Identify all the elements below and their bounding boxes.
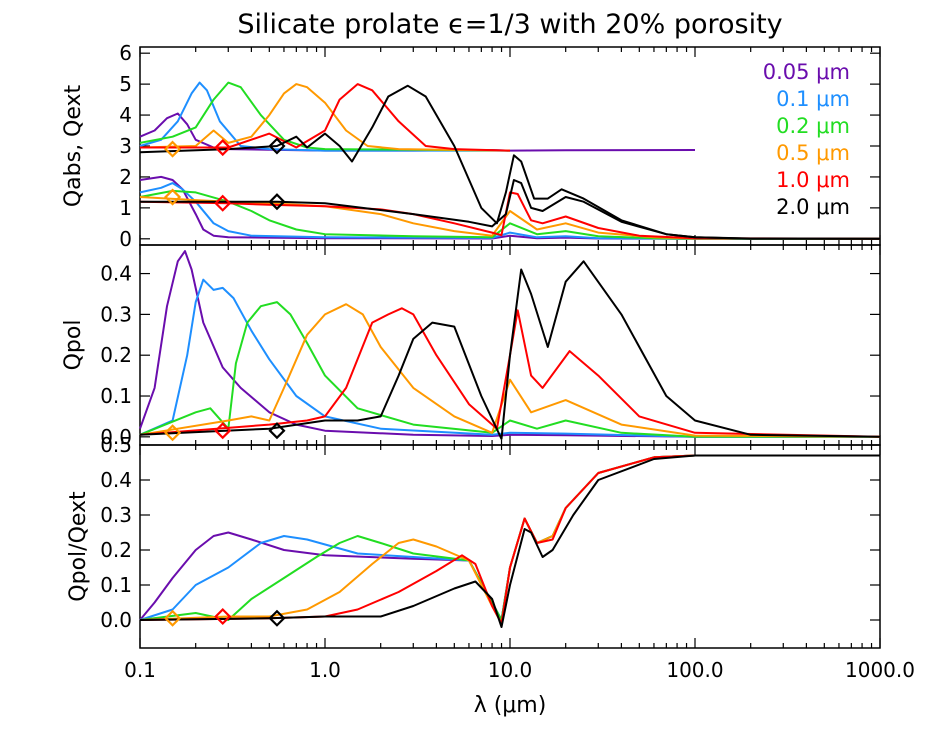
y-tick-label: 0.3 [100,503,132,527]
x-tick-label: 10.0 [488,658,533,682]
y-tick-label: 0.1 [100,384,132,408]
panel-middle: 0.0 0.1 0.2 0.3 0.4 Qpol [61,244,881,449]
series-line-0.1 [139,454,880,621]
y-tick-label: 0.4 [100,262,132,286]
series-line-0.1-ext [139,81,510,152]
series-line-0.05 [139,454,880,621]
legend: 0.05 μm 0.1 μm 0.2 μm 0.5 μm 1.0 μm 2.0 μm [763,60,850,219]
y-tick-label: 0.5 [100,433,132,457]
series-line-0.2 [139,301,880,438]
series-line-0.1-abs [139,182,880,240]
x-tick-labels: 0.1 1.0 10.0 100.0 1000.0 [124,658,915,682]
legend-entry: 2.0 μm [776,195,850,219]
diamond-marker [164,609,182,627]
y-tick-label: 0.0 [100,425,132,449]
series-line-0.05-ext [139,112,696,152]
y-tick-label: 0 [119,227,132,251]
diamond-marker [164,424,182,442]
x-tick-label: 1.0 [309,658,341,682]
diamond-marker [164,188,182,206]
y-tick-label: 0.1 [100,573,132,597]
series-line-0.2-abs [139,189,880,240]
series-line-0.1 [139,278,880,438]
y-tick-label: 0.2 [100,538,132,562]
legend-entry: 1.0 μm [776,168,850,192]
diamond-marker [268,422,286,440]
x-axis-label: λ (μm) [474,693,547,718]
legend-entry: 0.05 μm [763,60,850,84]
diamond-marker [214,138,232,157]
y-axis-label: Qpol [61,320,86,371]
y-tick-label: 1 [119,196,132,220]
series-line-0.05 [139,250,880,438]
y-tick-label: 3 [119,134,132,158]
panel-top: 0 1 2 3 4 5 6 Qabs, Qext [61,41,881,251]
y-tick-label: 5 [119,72,132,96]
diamond-marker [214,607,232,626]
x-tick-label: 100.0 [666,658,723,682]
y-axis-label: Qabs, Qext [61,84,86,207]
diamond-marker [214,194,232,212]
diamond-marker [214,422,232,440]
series-line-2.0-abs [140,179,881,240]
y-tick-label: 6 [119,41,132,65]
diamond-marker [164,140,182,158]
y-tick-label: 0.4 [100,468,132,492]
series-line-0.5 [139,303,881,438]
series-line-0.5-ext [139,83,511,152]
x-tick-label: 1000.0 [845,658,915,682]
x-tick-label: 0.1 [124,658,156,682]
diamond-marker [268,609,286,627]
legend-entry: 0.5 μm [776,141,850,165]
y-tick-label: 0.3 [100,302,132,326]
series-line-1.0 [139,307,881,438]
series-line-0.2 [139,454,880,621]
y-axis-label: Qpol/Qext [66,491,91,602]
series-line-0.2-ext [139,81,511,152]
y-tick-label: 0.2 [100,343,132,367]
y-tick-label: 0.0 [100,608,132,632]
diamond-marker [268,193,286,211]
series-line-2.0 [139,454,880,628]
series-line-1.0-ext [140,83,511,152]
panel-bottom: 0.0 0.1 0.2 0.3 0.4 0.5 Qpol/Qext [66,433,881,649]
legend-entry: 0.2 μm [776,114,850,138]
y-tick-label: 2 [119,165,132,189]
legend-entry: 0.1 μm [776,87,850,111]
series-line-2.0-ext [139,84,880,240]
series-line-2.0 [139,260,881,440]
diamond-marker [268,137,286,155]
y-tick-label: 4 [119,103,132,127]
series-line-0.05-abs [139,175,880,240]
chart-title: Silicate prolate ϵ=1/3 with 20% porosity [237,9,782,40]
panel-frame [139,244,881,446]
